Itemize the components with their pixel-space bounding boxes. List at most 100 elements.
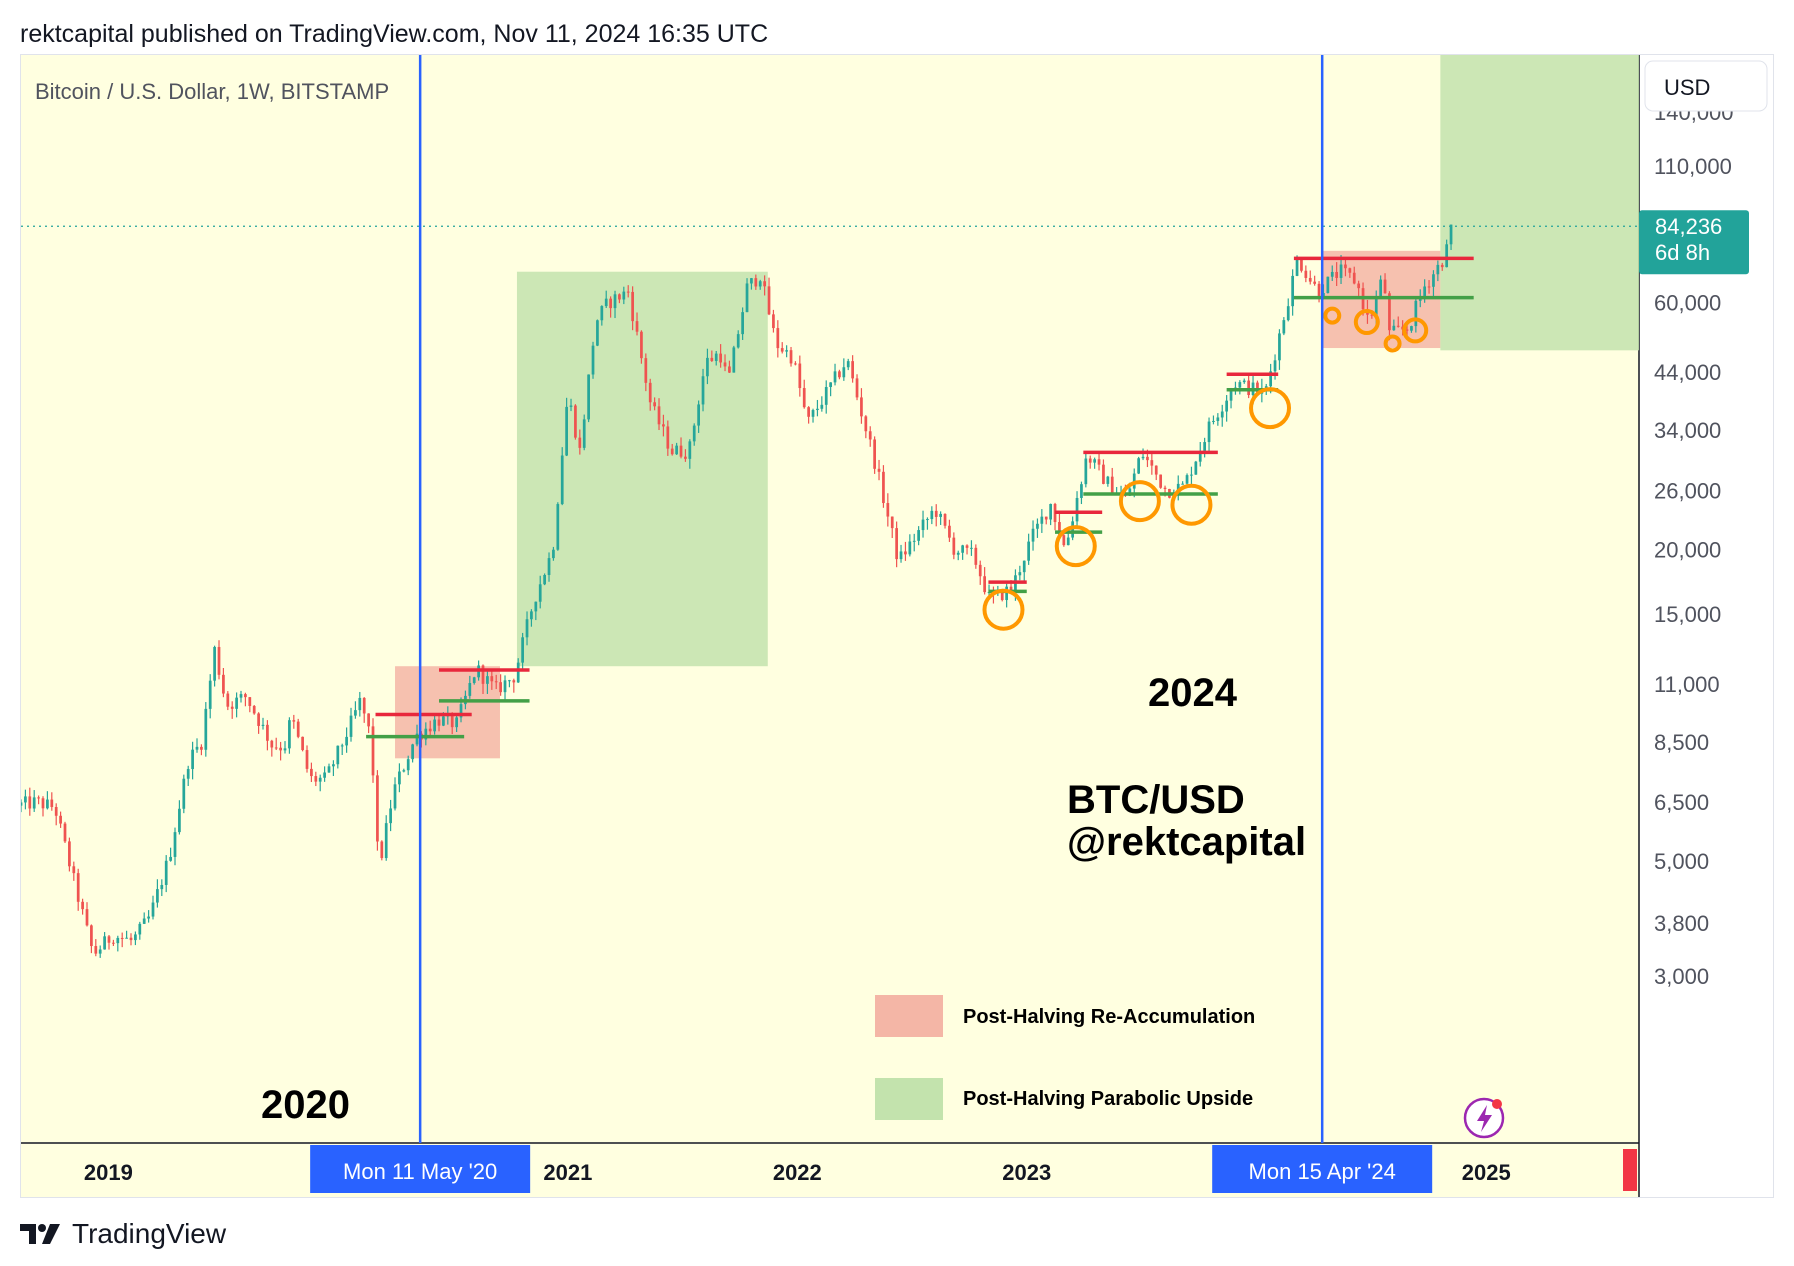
price-chart[interactable]: 3,000 3,800 5,000 6,500 8,500 11,000 15,000 20,… xyxy=(21,55,1774,1198)
candle xyxy=(125,930,128,939)
candle xyxy=(974,544,978,569)
candle xyxy=(1198,442,1202,467)
y-tick-label: 60,000 xyxy=(1654,290,1721,315)
candle xyxy=(208,674,212,719)
candle xyxy=(855,374,859,401)
candle xyxy=(195,738,199,753)
candle xyxy=(934,504,938,527)
candle xyxy=(1106,475,1110,487)
candle xyxy=(648,378,652,411)
candle xyxy=(1445,239,1449,268)
candle xyxy=(191,741,194,780)
candle xyxy=(833,363,837,386)
candle xyxy=(926,517,929,530)
y-tick-label: 11,000 xyxy=(1654,672,1720,697)
candle xyxy=(530,609,533,627)
candle xyxy=(345,727,348,753)
zones-layer xyxy=(21,55,1639,759)
candle xyxy=(129,933,133,946)
candle xyxy=(59,811,62,828)
y-tick-label: 3,000 xyxy=(1654,964,1709,989)
candle xyxy=(789,346,793,367)
y-tick-label: 34,000 xyxy=(1654,418,1721,443)
candle xyxy=(877,459,881,481)
candle xyxy=(332,760,335,777)
candle xyxy=(899,544,903,563)
candle xyxy=(763,275,766,296)
candle xyxy=(697,400,700,433)
candle xyxy=(468,675,472,699)
candle xyxy=(81,898,84,915)
candle xyxy=(1344,257,1347,277)
candle xyxy=(393,777,397,811)
lightning-icon[interactable] xyxy=(1463,1097,1505,1139)
candle xyxy=(406,755,410,776)
candle xyxy=(626,285,630,298)
candle xyxy=(98,945,102,958)
currency-button[interactable]: USD xyxy=(1644,60,1768,112)
candle xyxy=(943,513,947,529)
candle xyxy=(1110,467,1114,495)
candle xyxy=(1093,457,1097,469)
candle xyxy=(120,932,124,948)
candle xyxy=(398,763,401,793)
candle xyxy=(970,540,973,556)
candle xyxy=(244,692,247,707)
candle xyxy=(380,840,384,861)
candle xyxy=(1207,417,1211,452)
candle xyxy=(1414,298,1418,333)
candle xyxy=(288,717,291,754)
candle xyxy=(1432,270,1435,297)
zone-parabolic-upside-3 xyxy=(1440,55,1639,351)
candle xyxy=(486,670,489,694)
legend-label-parabolic: Post-Halving Parabolic Upside xyxy=(963,1088,1253,1110)
candle xyxy=(1427,280,1431,294)
currency-button-label[interactable]: USD xyxy=(1664,75,1710,100)
candle xyxy=(754,274,758,290)
candle xyxy=(1436,260,1440,282)
candle xyxy=(772,309,775,333)
candle xyxy=(1159,474,1163,489)
candle xyxy=(362,697,366,723)
candle xyxy=(1357,280,1361,298)
candle xyxy=(1036,518,1039,538)
halving-date-badge: Mon 11 May '20 xyxy=(310,1145,531,1193)
candle xyxy=(895,521,898,568)
candle xyxy=(411,743,414,763)
candle xyxy=(785,345,788,358)
y-tick-label: 20,000 xyxy=(1654,537,1721,562)
candle xyxy=(354,701,357,719)
candle xyxy=(68,837,71,872)
chart-frame[interactable]: 3,000 3,800 5,000 6,500 8,500 11,000 15,000 20,… xyxy=(20,54,1774,1198)
candle xyxy=(613,290,617,319)
candle xyxy=(776,320,780,358)
candle xyxy=(1291,269,1295,316)
candle xyxy=(376,770,379,851)
candle xyxy=(186,765,190,787)
candle xyxy=(723,354,727,372)
candle xyxy=(1150,452,1154,475)
candle xyxy=(714,350,718,366)
candle xyxy=(758,279,762,290)
candle xyxy=(851,355,854,383)
candle xyxy=(1330,265,1334,282)
candle xyxy=(829,382,832,397)
candle xyxy=(314,771,318,787)
candle xyxy=(1405,324,1409,336)
retest-circle xyxy=(1402,317,1429,344)
legend-label-reaccumulation: Post-Halving Re-Accumulation xyxy=(963,1006,1255,1028)
candle xyxy=(116,935,120,952)
candle xyxy=(794,361,797,366)
candle xyxy=(873,436,876,474)
tradingview-footer[interactable]: TradingView xyxy=(20,1218,226,1250)
candle xyxy=(182,774,186,814)
label-2024: 2024 xyxy=(1148,671,1238,715)
candle xyxy=(340,743,344,756)
candle xyxy=(802,379,806,409)
price-tag-countdown: 6d 8h xyxy=(1655,240,1710,265)
levels-layer xyxy=(366,256,1474,739)
candle xyxy=(952,532,956,560)
y-tick-label: 110,000 xyxy=(1654,154,1732,179)
candle xyxy=(574,404,577,440)
candle xyxy=(1396,316,1400,328)
